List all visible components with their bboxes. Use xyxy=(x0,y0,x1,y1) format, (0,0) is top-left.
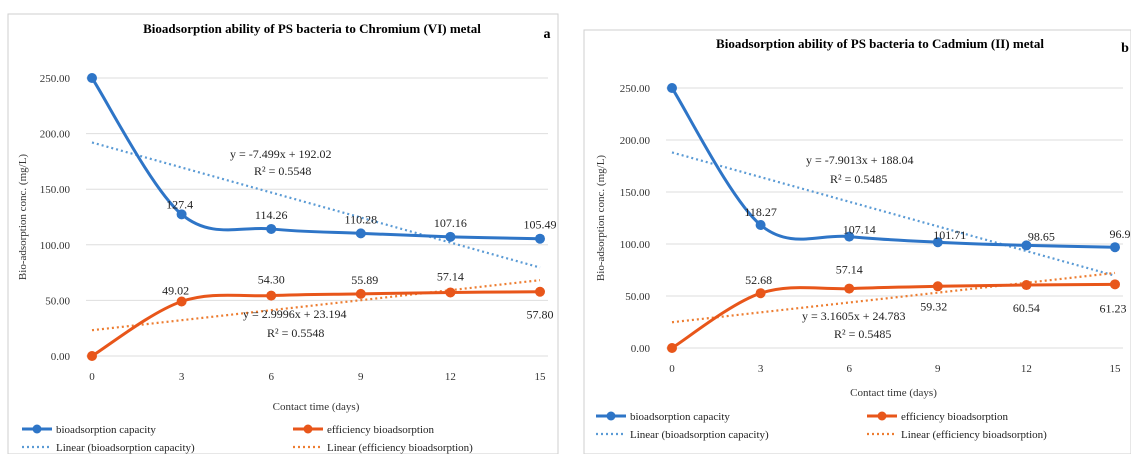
x-tick-label: 15 xyxy=(1110,363,1122,375)
x-tick-label: 15 xyxy=(535,371,547,383)
y-tick-label: 100.00 xyxy=(40,240,71,252)
y-tick-label: 150.00 xyxy=(620,187,651,199)
data-point-capacity xyxy=(266,224,276,234)
y-tick-label: 200.00 xyxy=(40,129,71,141)
data-point-capacity xyxy=(756,220,766,230)
data-label: 59.32 xyxy=(920,299,947,313)
data-label: 114.26 xyxy=(255,208,288,222)
data-point-efficiency xyxy=(266,291,276,301)
data-label: 57.14 xyxy=(836,263,863,277)
data-point-capacity xyxy=(1110,242,1120,252)
data-point-efficiency xyxy=(1021,280,1031,290)
x-tick-label: 0 xyxy=(89,371,95,383)
data-label: 110.28 xyxy=(345,212,378,226)
data-point-efficiency xyxy=(87,351,97,361)
data-point-capacity xyxy=(445,232,455,242)
data-point-efficiency xyxy=(1110,279,1120,289)
legend-marker xyxy=(304,425,313,434)
legend-marker xyxy=(607,412,616,421)
data-point-capacity xyxy=(667,83,677,93)
data-point-efficiency xyxy=(844,284,854,294)
y-tick-label: 250.00 xyxy=(620,83,651,95)
data-label: 57.14 xyxy=(437,269,464,283)
y-tick-label: 50.00 xyxy=(625,291,650,303)
data-point-capacity xyxy=(356,228,366,238)
legend-label: efficiency bioadsorption xyxy=(901,411,1009,423)
trendline-r2: R² = 0.5548 xyxy=(254,164,311,178)
x-tick-label: 3 xyxy=(758,363,764,375)
legend-marker xyxy=(878,412,887,421)
x-tick-label: 12 xyxy=(445,371,456,383)
trendline-r2: R² = 0.5485 xyxy=(830,172,887,186)
chart-b-svg: Bioadsorption ability of PS bacteria to … xyxy=(574,0,1131,454)
data-label: 107.16 xyxy=(434,216,467,230)
data-label: 118.27 xyxy=(744,205,777,219)
chart-a-svg: Bioadsorption ability of PS bacteria to … xyxy=(0,0,562,454)
trendline-equation: y = 2.9996x + 23.194 xyxy=(243,307,347,321)
legend-label: Linear (bioadsorption capacity) xyxy=(56,442,195,454)
x-tick-label: 6 xyxy=(268,371,274,383)
legend-label: Linear (bioadsorption capacity) xyxy=(630,429,769,441)
y-tick-label: 200.00 xyxy=(620,135,651,147)
trendline-equation: y = -7.499x + 192.02 xyxy=(230,147,332,161)
data-label: 61.23 xyxy=(1100,301,1127,315)
y-tick-label: 0.00 xyxy=(51,351,71,363)
data-label: 54.30 xyxy=(258,273,285,287)
legend-label: efficiency bioadsorption xyxy=(327,424,435,436)
x-axis-title: Contact time (days) xyxy=(850,387,937,399)
y-axis-title: Bio-adsorption conc. (mg/L) xyxy=(595,155,607,282)
y-tick-label: 0.00 xyxy=(631,343,651,355)
data-point-efficiency xyxy=(756,288,766,298)
data-label: 105.49 xyxy=(524,218,557,232)
chart-title: Bioadsorption ability of PS bacteria to … xyxy=(143,21,481,36)
data-point-efficiency xyxy=(177,296,187,306)
x-tick-label: 9 xyxy=(935,363,941,375)
data-point-capacity xyxy=(87,73,97,83)
trendline-r2: R² = 0.5485 xyxy=(834,327,891,341)
y-axis-title: Bio-adsorption conc. (mg/L) xyxy=(17,154,29,281)
y-tick-label: 250.00 xyxy=(40,73,71,85)
data-label: 98.65 xyxy=(1028,229,1055,243)
data-label: 55.89 xyxy=(351,273,378,287)
trendline-equation: y = 3.1605x + 24.783 xyxy=(802,309,906,323)
y-tick-label: 100.00 xyxy=(620,239,651,251)
data-label: 101.71 xyxy=(933,228,966,242)
x-tick-label: 3 xyxy=(179,371,185,383)
data-point-efficiency xyxy=(535,287,545,297)
data-label: 49.02 xyxy=(162,283,189,297)
data-label: 57.80 xyxy=(527,308,554,322)
data-point-efficiency xyxy=(445,287,455,297)
data-point-efficiency xyxy=(933,281,943,291)
legend-label: bioadsorption capacity xyxy=(56,424,156,436)
data-label: 52.68 xyxy=(745,273,772,287)
chart-panel-a: Bioadsorption ability of PS bacteria to … xyxy=(0,0,562,454)
panel-label: b xyxy=(1121,41,1129,56)
data-label: 60.54 xyxy=(1013,301,1040,315)
x-tick-label: 6 xyxy=(846,363,852,375)
chart-title: Bioadsorption ability of PS bacteria to … xyxy=(716,36,1044,51)
data-label: 127.4 xyxy=(166,197,193,211)
trendline-equation: y = -7.9013x + 188.04 xyxy=(806,153,914,167)
trendline-r2: R² = 0.5548 xyxy=(267,326,324,340)
data-point-efficiency xyxy=(356,289,366,299)
x-tick-label: 0 xyxy=(669,363,675,375)
x-tick-label: 9 xyxy=(358,371,364,383)
legend-label: bioadsorption capacity xyxy=(630,411,730,423)
data-label: 96.93 xyxy=(1110,227,1131,241)
data-point-capacity xyxy=(535,234,545,244)
x-tick-label: 12 xyxy=(1021,363,1032,375)
chart-panel-b: Bioadsorption ability of PS bacteria to … xyxy=(574,0,1131,454)
panel-label: a xyxy=(544,27,551,42)
x-axis-title: Contact time (days) xyxy=(273,401,360,413)
y-tick-label: 50.00 xyxy=(45,295,70,307)
y-tick-label: 150.00 xyxy=(40,184,71,196)
data-point-efficiency xyxy=(667,343,677,353)
legend-marker xyxy=(33,425,42,434)
data-label: 107.14 xyxy=(843,223,876,237)
legend-label: Linear (efficiency bioadsorption) xyxy=(327,442,473,454)
legend-label: Linear (efficiency bioadsorption) xyxy=(901,429,1047,441)
